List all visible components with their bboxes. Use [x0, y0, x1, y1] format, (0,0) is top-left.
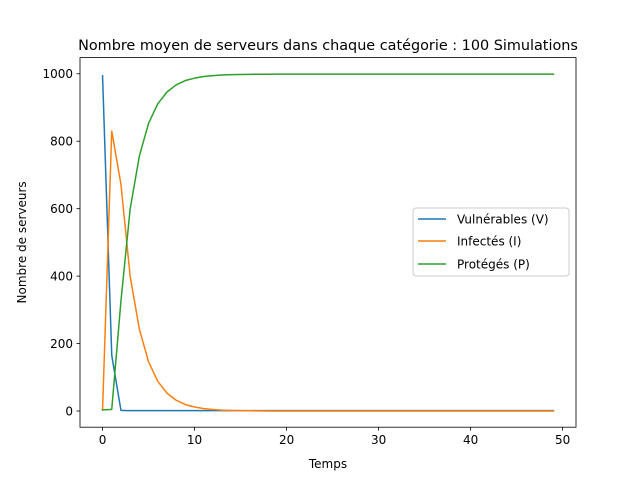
plot-frame — [79, 57, 577, 428]
y-tick-label: 800 — [50, 135, 73, 149]
y-tick-label: 1000 — [42, 67, 73, 81]
y-tick-label: 0 — [65, 404, 73, 418]
series-line-proteges — [101, 73, 555, 411]
y-tick-label: 400 — [50, 269, 73, 283]
x-tick-label: 10 — [187, 433, 202, 447]
y-tick-label: 600 — [50, 202, 73, 216]
series-layer — [101, 73, 555, 412]
y-tick-label: 200 — [50, 337, 73, 351]
legend: Vulnérables (V) Infectés (I) Protégés (P… — [412, 207, 570, 277]
axes: 0 10 20 30 40 50 0 200 400 600 800 1000 — [42, 67, 570, 447]
legend-box — [412, 207, 570, 277]
chart-title: Nombre moyen de serveurs dans chaque cat… — [78, 38, 578, 54]
series-line-infectes — [101, 130, 555, 412]
x-tick-label: 0 — [99, 433, 107, 447]
x-tick-label: 20 — [279, 433, 294, 447]
x-tick-label: 40 — [463, 433, 478, 447]
y-axis-label: Nombre de serveurs — [15, 181, 29, 303]
legend-label-proteges: Protégés (P) — [457, 258, 530, 272]
legend-label-vulnerables: Vulnérables (V) — [457, 213, 549, 227]
x-axis-label: Temps — [308, 457, 347, 471]
x-tick-label: 30 — [371, 433, 386, 447]
legend-label-infectes: Infectés (I) — [457, 235, 521, 249]
x-tick-label: 50 — [555, 433, 570, 447]
